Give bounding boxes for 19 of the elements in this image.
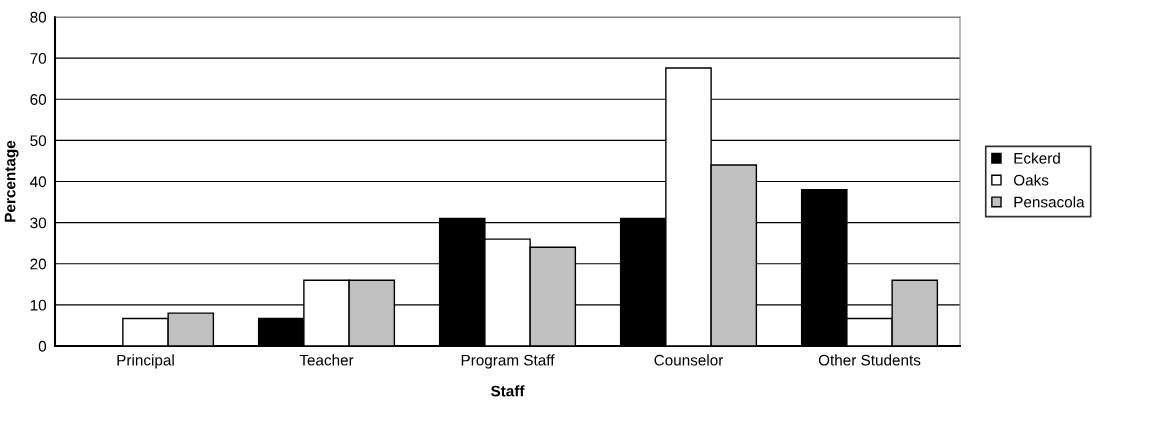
x-tick-label: Teacher <box>299 354 354 366</box>
y-tick-label: 70 <box>30 52 47 64</box>
y-tick-label: 50 <box>30 135 47 147</box>
y-tick-label: 80 <box>30 11 47 23</box>
x-tick-label: Principal <box>117 354 174 369</box>
legend-label: Oaks <box>1013 174 1049 186</box>
x-axis-title: Staff <box>490 385 525 397</box>
y-tick-label: 40 <box>30 176 47 188</box>
y-axis-title: Percentage <box>4 140 19 222</box>
y-tick-label: 0 <box>38 340 47 352</box>
x-tick-label: Program Staff <box>461 354 555 369</box>
y-tick-label: 60 <box>30 94 47 105</box>
legend-label: Eckerd <box>1014 152 1060 164</box>
y-tick-label: 30 <box>30 217 47 229</box>
y-tick-label: 20 <box>30 258 47 270</box>
x-tick-label: Counselor <box>654 354 724 366</box>
legend-label: Pensacola <box>1014 196 1085 208</box>
y-tick-label: 10 <box>30 299 47 311</box>
x-tick-label: Other Students <box>818 354 921 366</box>
